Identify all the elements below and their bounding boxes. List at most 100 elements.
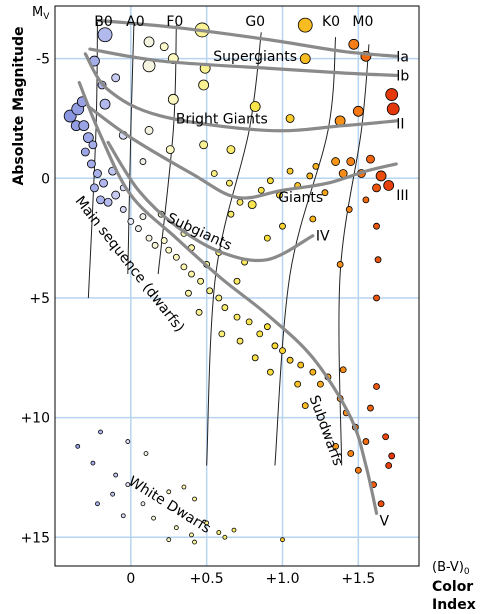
star-point	[210, 170, 218, 177]
spectral-boundary-line	[127, 25, 135, 275]
y-axis-symbol: MV	[32, 5, 50, 22]
star-point	[111, 190, 121, 200]
star-point	[173, 525, 179, 531]
star-point	[192, 539, 197, 545]
star-point	[159, 42, 169, 52]
spectral-type-label: B0	[94, 14, 113, 30]
star-point	[332, 442, 339, 450]
star-point	[167, 93, 179, 105]
star-point	[236, 337, 244, 345]
region-label: Supergiants	[213, 49, 297, 65]
star-point	[317, 380, 324, 388]
star-point	[372, 183, 381, 193]
star-point	[199, 140, 209, 150]
star-point	[82, 132, 94, 144]
luminosity-curve	[106, 140, 315, 263]
star-point	[113, 472, 119, 478]
star-point	[279, 347, 286, 355]
star-point	[144, 126, 154, 135]
star-point	[331, 157, 340, 166]
star-point	[280, 537, 285, 543]
y-tick-label: -5	[36, 52, 50, 68]
region-label: Bright Giants	[176, 111, 268, 127]
star-point	[377, 500, 385, 508]
star-point	[165, 246, 173, 254]
star-point	[362, 438, 370, 445]
star-point	[382, 433, 390, 441]
star-point	[145, 234, 153, 242]
star-point	[236, 198, 244, 206]
star-point	[80, 147, 90, 157]
star-point	[111, 73, 121, 83]
star-point	[216, 530, 222, 535]
star-point	[185, 289, 192, 297]
star-point	[96, 195, 105, 205]
star-point	[87, 159, 96, 169]
star-point	[143, 451, 149, 456]
star-point	[120, 513, 126, 519]
star-point	[204, 520, 210, 526]
star-point	[127, 217, 135, 225]
star-point	[385, 88, 399, 101]
star-point	[286, 356, 294, 364]
star-point	[99, 178, 108, 188]
star-point	[231, 527, 237, 533]
x-axis-title-line2: Index	[432, 597, 476, 613]
star-point	[166, 489, 172, 495]
star-point	[385, 462, 393, 469]
star-point	[266, 177, 274, 185]
star-point	[140, 501, 146, 507]
stars	[63, 17, 400, 545]
star-point	[215, 294, 223, 302]
star-point	[227, 210, 235, 218]
star-point	[88, 140, 98, 150]
spectral-boundary-line	[338, 44, 370, 466]
star-point	[373, 222, 380, 230]
star-point	[362, 196, 370, 204]
star-point	[125, 439, 131, 444]
star-point	[218, 330, 226, 338]
star-point	[271, 342, 279, 350]
star-point	[345, 206, 353, 213]
star-point	[97, 27, 113, 43]
star-point	[306, 172, 314, 180]
spectral-type-label: K0	[322, 14, 340, 30]
y-tick-label: +10	[20, 411, 50, 427]
x-tick-label: +0.5	[190, 571, 224, 587]
star-point	[266, 368, 274, 376]
star-point	[251, 354, 259, 362]
star-point	[192, 496, 197, 502]
luminosity-curve	[77, 80, 379, 515]
star-point	[366, 154, 375, 164]
star-point	[354, 466, 362, 474]
star-point	[297, 361, 305, 369]
star-point	[348, 38, 360, 50]
star-point	[373, 383, 380, 390]
luminosity-class-label: Ib	[396, 68, 409, 84]
star-point	[263, 323, 271, 331]
star-point	[189, 532, 194, 538]
luminosity-curve	[95, 18, 398, 58]
star-point	[75, 443, 81, 449]
star-point	[206, 287, 214, 295]
star-point	[99, 98, 111, 110]
luminosity-class-label: IV	[316, 229, 330, 245]
star-point	[339, 366, 347, 374]
star-point	[181, 484, 187, 490]
star-point	[172, 253, 180, 261]
star-point	[294, 380, 302, 388]
star-point	[197, 277, 205, 285]
star-point	[249, 101, 261, 112]
star-point	[95, 501, 100, 507]
star-point	[195, 308, 203, 316]
luminosity-curves	[77, 18, 398, 515]
star-point	[374, 256, 382, 264]
star-point	[373, 294, 380, 302]
luminosity-class-label: III	[396, 188, 408, 204]
spectral-lines	[87, 20, 370, 466]
star-point	[279, 222, 286, 230]
star-point	[143, 36, 155, 48]
luminosity-curve	[83, 52, 398, 133]
star-point	[139, 158, 147, 165]
